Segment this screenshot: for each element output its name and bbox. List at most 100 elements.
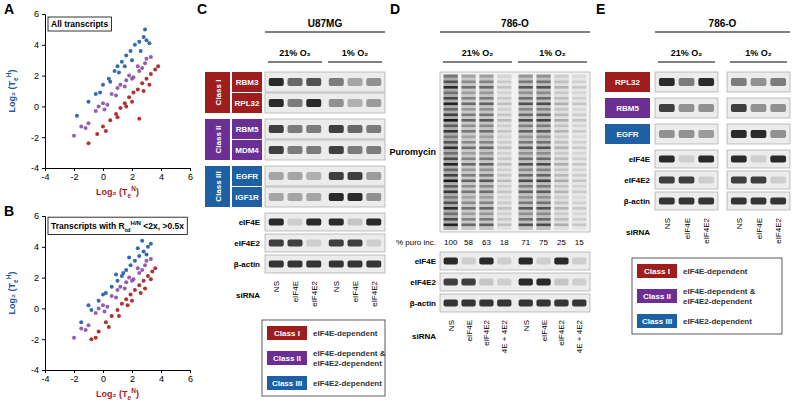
class-group-box xyxy=(205,119,230,160)
label-part: Log₂ (T xyxy=(7,80,17,112)
smear-band xyxy=(444,224,458,227)
smear-band xyxy=(461,125,475,128)
smear-band xyxy=(536,158,550,161)
smear-band xyxy=(497,130,511,133)
blot-row xyxy=(655,171,790,189)
band xyxy=(366,99,381,107)
band xyxy=(698,197,714,204)
point xyxy=(137,283,141,287)
band xyxy=(306,239,321,246)
point xyxy=(130,58,134,62)
point xyxy=(137,69,141,73)
tick: 2 xyxy=(130,168,135,182)
point xyxy=(129,293,133,297)
sirna-label: NS xyxy=(447,320,456,331)
smear-band xyxy=(479,97,493,100)
band xyxy=(269,260,284,267)
point xyxy=(143,263,147,267)
legend-text: eIF4E2-dependent xyxy=(683,317,752,326)
tick: -4 xyxy=(31,365,45,375)
smear-band xyxy=(572,185,586,188)
tick-label: 6 xyxy=(34,9,39,19)
band xyxy=(751,197,767,204)
tick-label: -2 xyxy=(31,335,39,345)
class-box xyxy=(637,289,677,303)
label-sub: e xyxy=(12,77,19,81)
tick: 2 xyxy=(34,71,45,81)
point xyxy=(95,132,99,136)
point xyxy=(149,257,153,261)
band xyxy=(329,172,344,180)
blot-row xyxy=(265,187,385,207)
smear-band xyxy=(444,136,458,139)
class-group-box xyxy=(205,166,230,207)
blot-row xyxy=(265,213,385,231)
sirna-label: eIF4E2 xyxy=(557,319,566,345)
point xyxy=(124,78,128,82)
class-box xyxy=(605,72,650,92)
smear-band xyxy=(497,119,511,122)
smear-band xyxy=(444,174,458,177)
tick-mark xyxy=(42,278,45,279)
band xyxy=(444,278,458,285)
legend-text: eIF4E-dependent xyxy=(313,329,378,338)
smear-band xyxy=(497,158,511,161)
smear-band xyxy=(554,81,568,84)
header-line xyxy=(440,32,590,33)
sirna-label: eIF4E xyxy=(465,320,474,341)
band xyxy=(698,104,714,112)
point xyxy=(98,91,102,95)
band xyxy=(479,278,493,285)
band xyxy=(770,197,786,204)
smear-background xyxy=(440,72,590,232)
band xyxy=(288,193,303,201)
point xyxy=(94,336,98,340)
point xyxy=(130,100,134,104)
tick-label: 0 xyxy=(34,304,39,314)
smear-band xyxy=(497,191,511,194)
smear-band xyxy=(536,125,550,128)
band xyxy=(731,130,747,138)
smear-band xyxy=(572,130,586,133)
smear-band xyxy=(572,97,586,100)
smear-lane xyxy=(572,74,586,230)
smear-band xyxy=(572,174,586,177)
tick-mark xyxy=(132,370,133,373)
band xyxy=(554,299,568,306)
band xyxy=(751,176,767,183)
band xyxy=(366,260,381,267)
class-group-label: Class II xyxy=(214,125,223,153)
tick: 0 xyxy=(101,168,106,182)
smear-band xyxy=(519,108,533,111)
tick-mark xyxy=(161,370,162,373)
smear-band xyxy=(536,213,550,216)
smear-band xyxy=(497,81,511,84)
point xyxy=(150,269,154,273)
point xyxy=(147,41,151,45)
point xyxy=(127,74,131,78)
point xyxy=(127,95,131,99)
smear-band xyxy=(444,202,458,205)
point xyxy=(142,249,146,253)
point xyxy=(105,103,109,107)
condition-line xyxy=(518,62,587,63)
smear-band xyxy=(536,114,550,117)
smear-band xyxy=(536,196,550,199)
band xyxy=(306,218,321,225)
band xyxy=(288,172,303,180)
tick-mark xyxy=(42,370,45,371)
point xyxy=(114,94,118,98)
smear-band xyxy=(536,141,550,144)
blot-background xyxy=(655,98,718,118)
smear-band xyxy=(497,207,511,210)
tick-mark xyxy=(42,106,45,107)
class-group-label: Class I xyxy=(214,80,223,106)
cell-line: U87MG xyxy=(308,18,343,29)
point xyxy=(129,49,133,53)
label-sub: e xyxy=(12,279,19,283)
blot-background xyxy=(655,171,718,189)
row-label: eIF4E xyxy=(629,155,651,164)
condition-line xyxy=(328,62,382,63)
tick-mark xyxy=(42,76,45,77)
point xyxy=(129,263,133,267)
